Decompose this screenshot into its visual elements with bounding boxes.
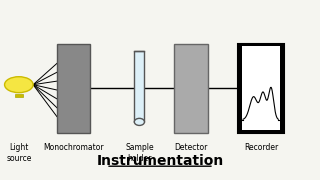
Circle shape [4,77,33,93]
Text: Instrumentation: Instrumentation [96,154,224,168]
Bar [238,44,284,132]
Ellipse shape [134,118,144,125]
FancyBboxPatch shape [15,94,23,97]
Bar [57,44,90,132]
Bar [174,44,208,132]
Bar [134,51,144,122]
Text: Light
source: Light source [6,143,32,163]
Text: Detector: Detector [174,143,208,152]
Text: Recorder: Recorder [244,143,278,152]
Text: Monochromator: Monochromator [44,143,104,152]
Text: Sample
holder: Sample holder [125,143,154,163]
Bar [242,46,280,130]
